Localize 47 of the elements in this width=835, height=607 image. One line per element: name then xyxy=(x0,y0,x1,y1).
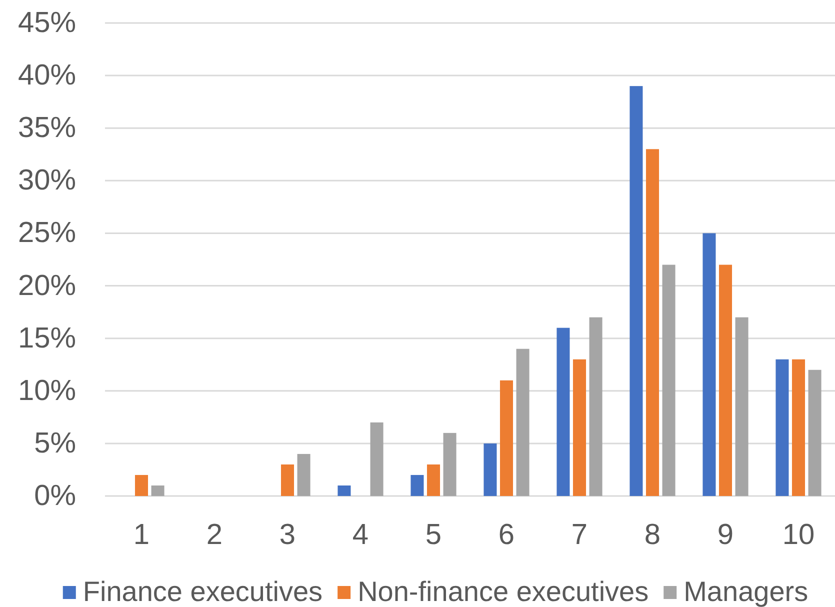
x-tick-label: 7 xyxy=(571,519,588,551)
bar xyxy=(443,432,456,496)
x-tick-label: 2 xyxy=(206,519,223,551)
bar xyxy=(338,485,351,496)
bar xyxy=(630,86,643,496)
bar xyxy=(280,464,294,496)
x-tick-label: 1 xyxy=(133,519,150,551)
legend-label: Non-finance executives xyxy=(358,576,649,607)
y-tick-label: 25% xyxy=(18,217,76,250)
y-tick-label: 40% xyxy=(18,60,76,92)
bar xyxy=(589,317,602,496)
y-tick-label: 0% xyxy=(34,480,76,512)
x-tick-label: 8 xyxy=(644,519,661,551)
bar xyxy=(808,370,822,496)
y-tick-label: 20% xyxy=(18,270,76,302)
bar xyxy=(516,348,530,496)
x-tick-label: 3 xyxy=(279,519,296,551)
y-tick-label: 35% xyxy=(18,112,76,144)
x-tick-label: 5 xyxy=(425,519,442,551)
bar xyxy=(484,443,497,496)
bar xyxy=(718,264,732,496)
x-tick-label: 9 xyxy=(717,519,734,551)
legend-label: Finance executives xyxy=(82,576,323,607)
bar xyxy=(370,422,384,496)
legend-label: Managers xyxy=(684,576,808,607)
x-tick-label: 6 xyxy=(498,519,515,551)
bar xyxy=(646,149,660,496)
bar xyxy=(500,380,514,496)
bar xyxy=(556,328,570,496)
bar xyxy=(776,359,789,496)
bar xyxy=(792,359,806,496)
bar xyxy=(410,474,424,496)
y-tick-label: 15% xyxy=(18,322,76,354)
y-tick-label: 45% xyxy=(18,7,76,39)
y-tick-label: 5% xyxy=(34,427,76,460)
y-tick-label: 30% xyxy=(18,164,76,197)
bar xyxy=(662,264,676,496)
bar xyxy=(297,454,310,496)
bar xyxy=(735,317,748,496)
y-tick-label: 10% xyxy=(18,374,76,407)
bar xyxy=(134,474,148,496)
bar xyxy=(426,464,440,496)
bar xyxy=(151,485,164,496)
x-tick-label: 4 xyxy=(352,519,369,551)
bar xyxy=(572,359,586,496)
x-tick-label: 10 xyxy=(782,519,815,551)
bar xyxy=(702,233,716,496)
